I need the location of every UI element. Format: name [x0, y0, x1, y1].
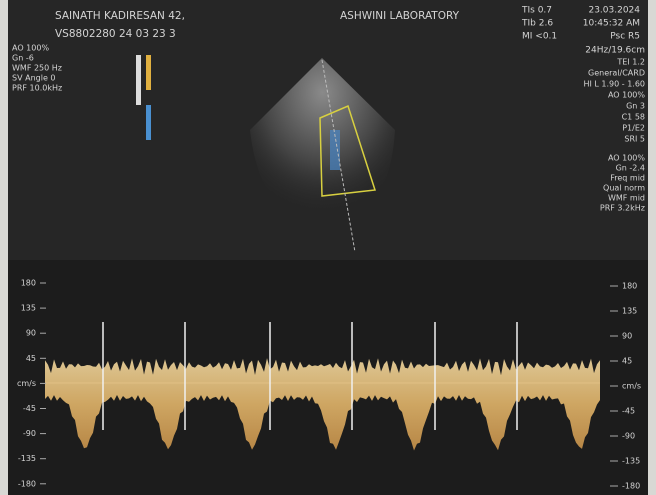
scale-label: -90 [622, 432, 635, 441]
scale-label: 180 [21, 279, 36, 288]
right-param: Freq mid [610, 174, 645, 183]
spectrum-envelope [45, 358, 600, 451]
scale-label: 90 [26, 329, 36, 338]
scale-label: -135 [18, 454, 36, 463]
scale-label: 135 [622, 307, 637, 316]
scale-label: -180 [622, 482, 640, 491]
scale-label: -180 [18, 479, 36, 488]
scale-label: 45 [26, 354, 36, 363]
scale-label: 45 [622, 357, 632, 366]
right-param: AO 100% [608, 154, 645, 163]
scale-label: 135 [21, 304, 36, 313]
scale-label: -45 [23, 404, 36, 413]
lab-name: ASHWINI LABORATORY [340, 10, 460, 22]
scale-label: -90 [23, 429, 36, 438]
frame-rate: 24Hz/19.6cm [585, 46, 645, 56]
left-param: Gn -6 [12, 54, 34, 63]
scale-label: cm/s [17, 379, 36, 388]
time: 10:45:32 AM [583, 19, 640, 29]
right-param: Gn -2.4 [616, 164, 645, 173]
left-param: AO 100% [12, 44, 49, 53]
doppler-spectrum [45, 322, 600, 451]
right-param: WMF mid [608, 194, 645, 203]
probe: Psc R5 [610, 32, 640, 42]
right-param: Gn 3 [626, 102, 645, 111]
right-param: Qual norm [603, 184, 645, 193]
color-box [319, 104, 376, 197]
right-param: HI L 1.90 - 1.60 [583, 80, 645, 89]
color-flow [330, 130, 340, 170]
right-param: General/CARD [588, 69, 645, 78]
color-bar-top [146, 55, 151, 90]
scale-label: -135 [622, 457, 640, 466]
sector-image [250, 58, 395, 230]
cursor-line [321, 59, 356, 253]
right-param: SRI 5 [624, 135, 645, 144]
left-param: PRF 10.0kHz [12, 84, 62, 93]
right-param: PRF 3.2kHz [600, 204, 645, 213]
date: 23.03.2024 [588, 6, 640, 16]
patient-name: SAINATH KADIRESAN 42, [55, 10, 185, 22]
gray-bar [136, 55, 141, 105]
right-param: TEI 1.2 [616, 58, 645, 67]
scale-label: -45 [622, 407, 635, 416]
scale-label: 180 [622, 282, 637, 291]
mi: MI <0.1 [522, 32, 557, 42]
scale-label: cm/s [622, 382, 641, 391]
tib: TIb 2.6 [521, 19, 553, 29]
right-param: P1/E2 [622, 124, 645, 133]
left-param: WMF 250 Hz [12, 64, 62, 73]
right-param: C1 58 [622, 113, 645, 122]
right-param: AO 100% [608, 91, 645, 100]
scale-label: 90 [622, 332, 632, 341]
tis: TIs 0.7 [521, 6, 552, 16]
patient-id: VS8802280 24 03 23 3 [55, 28, 176, 40]
left-param: SV Angle 0 [12, 74, 56, 83]
color-bar-bottom [146, 105, 151, 140]
